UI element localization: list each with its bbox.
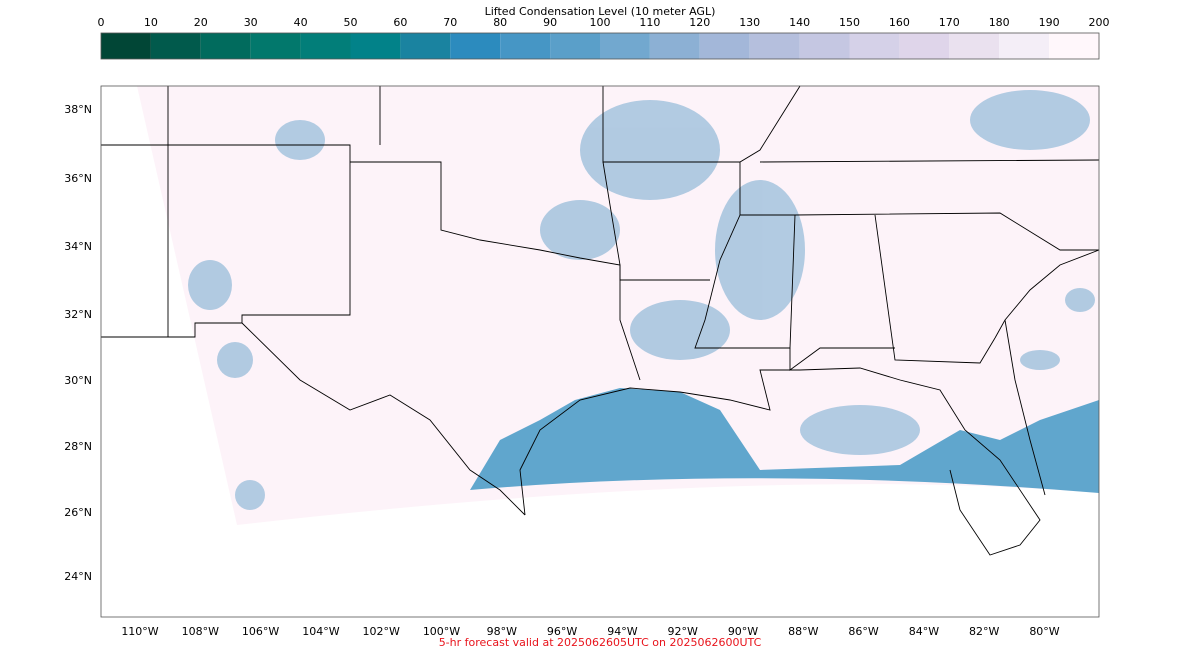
colorbar-tick-label: 70 <box>443 16 457 29</box>
lon-label: 108°W <box>182 625 219 638</box>
lon-label: 104°W <box>302 625 339 638</box>
colorbar-tick-label: 80 <box>493 16 507 29</box>
colorbar-tick-label: 140 <box>789 16 810 29</box>
lon-label: 86°W <box>848 625 878 638</box>
lon-label: 102°W <box>363 625 400 638</box>
axis-labels: 38°N 36°N 34°N 32°N 30°N 28°N 26°N 24°N 110°W 108… <box>64 103 1060 638</box>
colorbar-tick-label: 200 <box>1089 16 1110 29</box>
colorbar-bin <box>101 33 151 59</box>
colorbar-bin <box>200 33 251 59</box>
lon-label: 96°W <box>547 625 577 638</box>
colorbar-bin <box>949 33 1000 59</box>
colorbar: 0 10 20 30 40 50 60 70 80 90 100 110 120 130 140 150 160… <box>98 16 1110 59</box>
colorbar-bin <box>899 33 950 59</box>
colorbar-tick-label: 40 <box>294 16 308 29</box>
lon-label: 106°W <box>242 625 279 638</box>
map <box>100 85 1100 618</box>
colorbar-bin <box>350 33 401 59</box>
lat-label: 32°N <box>64 308 92 321</box>
colorbar-title: Lifted Condensation Level (10 meter AGL) <box>485 5 716 18</box>
colorbar-tick-label: 110 <box>639 16 660 29</box>
colorbar-tick-label: 0 <box>98 16 105 29</box>
state-borders <box>101 85 1100 556</box>
colorbar-bin <box>150 33 201 59</box>
colorbar-tick-label: 160 <box>889 16 910 29</box>
colorbar-tick-label: 10 <box>144 16 158 29</box>
lon-label: 98°W <box>487 625 517 638</box>
colorbar-tick-label: 60 <box>393 16 407 29</box>
lon-label: 90°W <box>728 625 758 638</box>
colorbar-bin <box>649 33 700 59</box>
colorbar-bin <box>849 33 900 59</box>
lon-label: 84°W <box>909 625 939 638</box>
colorbar-bin <box>500 33 551 59</box>
lat-label: 24°N <box>64 570 92 583</box>
lon-label: 88°W <box>788 625 818 638</box>
colorbar-tick-label: 130 <box>739 16 760 29</box>
lon-label: 110°W <box>121 625 158 638</box>
colorbar-tick-label: 180 <box>989 16 1010 29</box>
colorbar-frame <box>100 32 1100 60</box>
colorbar-tick-label: 120 <box>689 16 710 29</box>
lat-label: 36°N <box>64 172 92 185</box>
lat-label: 28°N <box>64 440 92 453</box>
colorbar-tick-label: 30 <box>244 16 258 29</box>
colorbar-bin <box>749 33 800 59</box>
colorbar-tick-label: 190 <box>1039 16 1060 29</box>
colorbar-tick-label: 90 <box>543 16 557 29</box>
colorbar-bin <box>799 33 850 59</box>
colorbar-bin <box>699 33 750 59</box>
lon-label: 100°W <box>423 625 460 638</box>
lon-label: 92°W <box>668 625 698 638</box>
lon-label: 82°W <box>969 625 999 638</box>
lat-label: 26°N <box>64 506 92 519</box>
map-frame <box>100 85 1100 618</box>
lat-label: 34°N <box>64 240 92 253</box>
colorbar-bin <box>999 33 1050 59</box>
colorbar-tick-label: 150 <box>839 16 860 29</box>
lat-label: 38°N <box>64 103 92 116</box>
colorbar-tick-label: 50 <box>344 16 358 29</box>
lon-label: 94°W <box>607 625 637 638</box>
colorbar-bin <box>550 33 600 59</box>
footer: 5-hr forecast valid at 2025062605UTC on … <box>439 636 762 649</box>
lon-label: 80°W <box>1029 625 1059 638</box>
lat-label: 30°N <box>64 374 92 387</box>
colorbar-bin <box>1049 33 1099 59</box>
colorbar-tick-label: 170 <box>939 16 960 29</box>
gulf-moisture <box>470 388 1099 493</box>
colorbar-tick-label: 20 <box>194 16 208 29</box>
colorbar-bin <box>300 33 351 59</box>
colorbar-bin <box>600 33 650 59</box>
colorbar-bin <box>450 33 501 59</box>
colorbar-bin <box>250 33 301 59</box>
colorbar-bin <box>400 33 451 59</box>
colorbar-tick-label: 100 <box>590 16 611 29</box>
